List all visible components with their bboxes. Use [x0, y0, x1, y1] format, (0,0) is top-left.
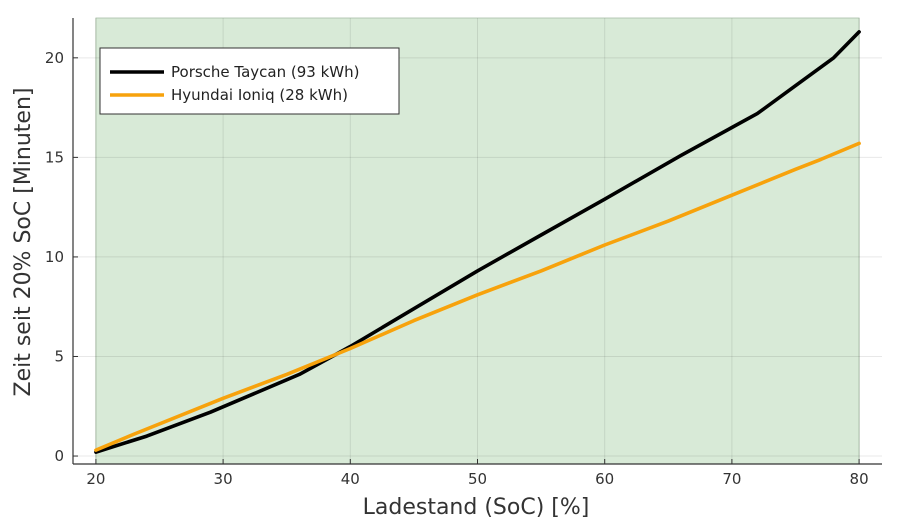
y-tick-label: 10 — [45, 248, 64, 266]
x-tick-label: 40 — [341, 470, 360, 488]
ticks: 20 30 40 50 60 70 80 0 5 10 15 20 — [45, 49, 869, 488]
x-tick-label: 80 — [850, 470, 869, 488]
y-axis-label: Zeit seit 20% SoC [Minuten] — [11, 88, 36, 397]
legend-label-1: Porsche Taycan (93 kWh) — [171, 63, 359, 81]
x-tick-label: 50 — [468, 470, 487, 488]
y-tick-label: 15 — [45, 148, 64, 166]
legend-box — [99, 47, 400, 115]
x-tick-label: 70 — [722, 470, 741, 488]
x-tick-label: 60 — [595, 470, 614, 488]
legend: Porsche Taycan (93 kWh) Hyundai Ioniq (28… — [99, 47, 400, 115]
legend-label-2: Hyundai Ioniq (28 kWh) — [171, 86, 348, 104]
y-tick-label: 0 — [54, 447, 64, 465]
x-tick-label: 20 — [86, 470, 105, 488]
series-line-2 — [94, 141, 861, 452]
x-axis-label: Ladestand (SoC) [%] — [363, 495, 590, 520]
x-tick-label: 30 — [214, 470, 233, 488]
y-tick-label: 20 — [45, 49, 64, 67]
y-tick-label: 5 — [54, 347, 64, 365]
series-line-1 — [94, 30, 861, 454]
series-layer — [94, 30, 861, 454]
